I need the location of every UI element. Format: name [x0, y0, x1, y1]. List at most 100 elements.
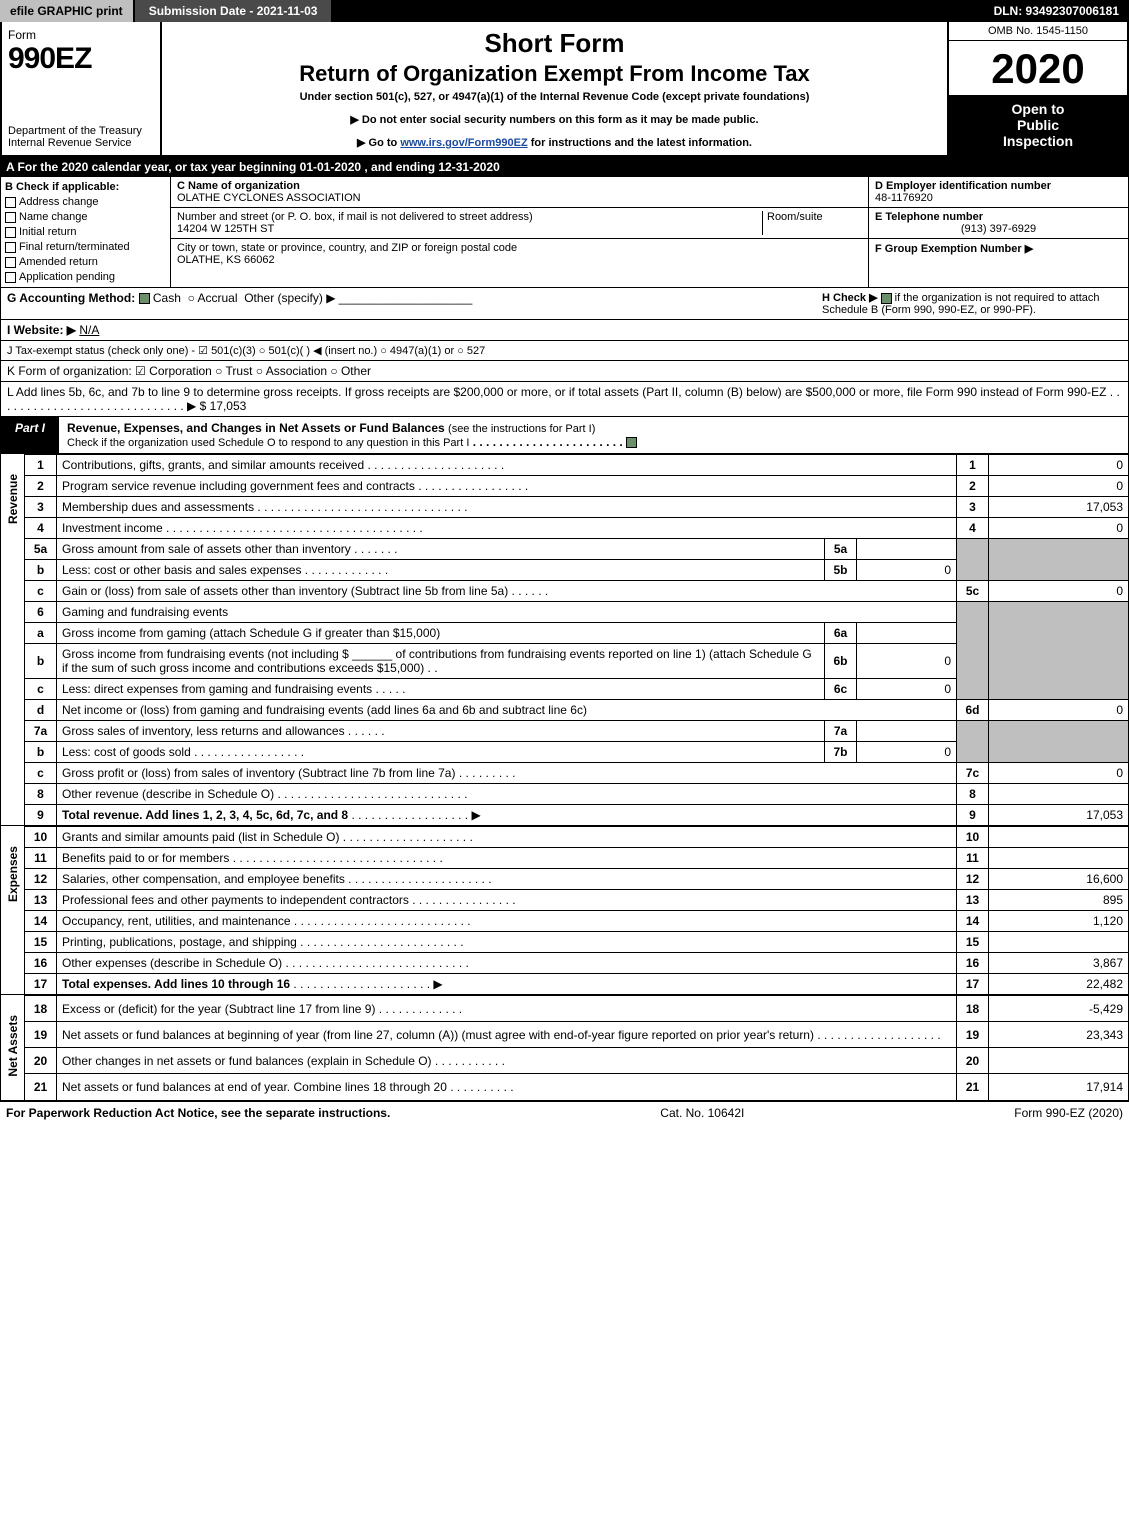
info-block: B Check if applicable: Address change Na… [0, 177, 1129, 288]
revenue-section: Revenue 1Contributions, gifts, grants, a… [0, 454, 1129, 826]
website-value: N/A [79, 323, 99, 337]
line-2: 2Program service revenue including gover… [25, 476, 1129, 497]
line-13: 13Professional fees and other payments t… [25, 890, 1129, 911]
line-7a: 7aGross sales of inventory, less returns… [25, 721, 1129, 742]
line-14: 14Occupancy, rent, utilities, and mainte… [25, 911, 1129, 932]
line-10: 10Grants and similar amounts paid (list … [25, 827, 1129, 848]
side-netassets: Net Assets [0, 995, 24, 1101]
line-6: 6Gaming and fundraising events [25, 602, 1129, 623]
row-gh: G Accounting Method: Cash ○ Accrual Othe… [0, 288, 1129, 320]
row-l: L Add lines 5b, 6c, and 7b to line 9 to … [0, 382, 1129, 417]
org-name: OLATHE CYCLONES ASSOCIATION [177, 192, 862, 204]
dept-treasury: Department of the Treasury [8, 125, 154, 137]
group-exemption-hdr: F Group Exemption Number ▶ [875, 242, 1122, 255]
chk-name[interactable]: Name change [5, 211, 166, 223]
form-label: Form [8, 28, 36, 42]
chk-initial[interactable]: Initial return [5, 226, 166, 238]
room-suite-hdr: Room/suite [762, 211, 862, 235]
l-text: L Add lines 5b, 6c, and 7b to line 9 to … [7, 385, 1106, 399]
line-21: 21Net assets or fund balances at end of … [25, 1074, 1129, 1100]
dln: DLN: 93492307006181 [984, 0, 1129, 22]
line-11: 11Benefits paid to or for members . . . … [25, 848, 1129, 869]
irs-link[interactable]: www.irs.gov/Form990EZ [400, 137, 527, 149]
g-cash: Cash [153, 291, 181, 305]
part1-title-note: (see the instructions for Part I) [448, 423, 595, 435]
line-6d: dNet income or (loss) from gaming and fu… [25, 700, 1129, 721]
chk-amended[interactable]: Amended return [5, 256, 166, 268]
h-label: H Check ▶ [822, 292, 878, 304]
netassets-table: 18Excess or (deficit) for the year (Subt… [24, 995, 1129, 1101]
box-b: B Check if applicable: Address change Na… [1, 177, 171, 287]
efile-print-button[interactable]: efile GRAPHIC print [0, 0, 135, 22]
side-revenue: Revenue [0, 454, 24, 826]
row-j: J Tax-exempt status (check only one) - ☑… [0, 341, 1129, 361]
box-def: D Employer identification number 48-1176… [868, 177, 1128, 287]
chk-pending[interactable]: Application pending [5, 271, 166, 283]
inspect-3: Inspection [955, 133, 1121, 149]
box-c: C Name of organization OLATHE CYCLONES A… [171, 177, 868, 287]
line-4: 4Investment income . . . . . . . . . . .… [25, 518, 1129, 539]
part1-tab: Part I [1, 417, 59, 453]
header-center: Short Form Return of Organization Exempt… [162, 22, 947, 155]
header-left: Form 990EZ Department of the Treasury In… [2, 22, 162, 155]
box-b-header: B Check if applicable: [5, 181, 166, 193]
chk-address[interactable]: Address change [5, 196, 166, 208]
g-accrual: Accrual [198, 291, 238, 305]
line-17: 17Total expenses. Add lines 10 through 1… [25, 974, 1129, 995]
part1-sub: Check if the organization used Schedule … [67, 437, 469, 449]
title-return: Return of Organization Exempt From Incom… [172, 61, 937, 87]
tel-value: (913) 397-6929 [875, 223, 1122, 235]
ein-hdr: D Employer identification number [875, 180, 1122, 192]
title-short: Short Form [172, 28, 937, 59]
line-5c: cGain or (loss) from sale of assets othe… [25, 581, 1129, 602]
chk-h[interactable] [881, 293, 892, 304]
chk-part1[interactable] [626, 437, 637, 448]
g-other: Other (specify) ▶ [244, 291, 335, 305]
line-8: 8Other revenue (describe in Schedule O) … [25, 784, 1129, 805]
org-address: 14204 W 125TH ST [177, 223, 762, 235]
l-amount: ▶ $ 17,053 [187, 399, 246, 413]
footer-mid: Cat. No. 10642I [660, 1106, 744, 1120]
omb-number: OMB No. 1545-1150 [949, 22, 1127, 41]
g-label: G Accounting Method: [7, 291, 135, 305]
open-inspection: Open to Public Inspection [949, 95, 1127, 155]
c-name-hdr: C Name of organization [177, 180, 862, 192]
note-pre: ▶ Go to [357, 137, 400, 149]
footer-left: For Paperwork Reduction Act Notice, see … [6, 1106, 390, 1120]
line-18: 18Excess or (deficit) for the year (Subt… [25, 996, 1129, 1022]
line-7c: cGross profit or (loss) from sales of in… [25, 763, 1129, 784]
c-city-hdr: City or town, state or province, country… [177, 242, 862, 254]
org-city: OLATHE, KS 66062 [177, 254, 862, 266]
note-ssn: ▶ Do not enter social security numbers o… [172, 113, 937, 126]
line-20: 20Other changes in net assets or fund ba… [25, 1048, 1129, 1074]
part1-title: Revenue, Expenses, and Changes in Net As… [67, 421, 445, 435]
inspect-1: Open to [955, 101, 1121, 117]
line-12: 12Salaries, other compensation, and empl… [25, 869, 1129, 890]
expenses-section: Expenses 10Grants and similar amounts pa… [0, 826, 1129, 995]
tel-hdr: E Telephone number [875, 211, 1122, 223]
line-1: 1Contributions, gifts, grants, and simil… [25, 455, 1129, 476]
line-19: 19Net assets or fund balances at beginni… [25, 1022, 1129, 1048]
form-number: 990EZ [8, 42, 154, 76]
section-a: A For the 2020 calendar year, or tax yea… [0, 157, 1129, 177]
line-15: 15Printing, publications, postage, and s… [25, 932, 1129, 953]
footer: For Paperwork Reduction Act Notice, see … [0, 1101, 1129, 1124]
expenses-table: 10Grants and similar amounts paid (list … [24, 826, 1129, 995]
row-i: I Website: ▶ N/A [0, 320, 1129, 341]
note-link: ▶ Go to www.irs.gov/Form990EZ for instru… [172, 136, 937, 149]
note-post: for instructions and the latest informat… [528, 137, 752, 149]
subtitle: Under section 501(c), 527, or 4947(a)(1)… [172, 91, 937, 103]
i-label: I Website: ▶ [7, 323, 76, 337]
chk-final[interactable]: Final return/terminated [5, 241, 166, 253]
header-right: OMB No. 1545-1150 2020 Open to Public In… [947, 22, 1127, 155]
line-3: 3Membership dues and assessments . . . .… [25, 497, 1129, 518]
line-16: 16Other expenses (describe in Schedule O… [25, 953, 1129, 974]
dept-irs: Internal Revenue Service [8, 137, 154, 149]
form-header: Form 990EZ Department of the Treasury In… [0, 22, 1129, 157]
chk-cash[interactable] [139, 293, 150, 304]
footer-right: Form 990-EZ (2020) [1014, 1106, 1123, 1120]
ein-value: 48-1176920 [875, 192, 1122, 204]
revenue-table: 1Contributions, gifts, grants, and simil… [24, 454, 1129, 826]
part1-header: Part I Revenue, Expenses, and Changes in… [0, 417, 1129, 454]
line-9: 9Total revenue. Add lines 1, 2, 3, 4, 5c… [25, 805, 1129, 826]
